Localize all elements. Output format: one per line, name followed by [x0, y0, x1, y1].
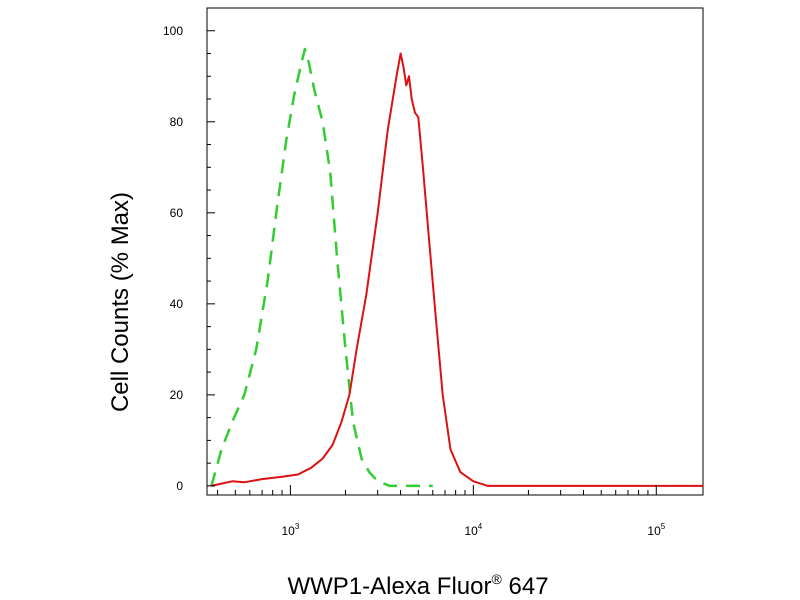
y-tick-label: 0 [176, 479, 183, 493]
series-layer [210, 47, 703, 488]
plot-area [206, 7, 704, 496]
x-axis-title-main: WWP1-Alexa Fluor [287, 573, 491, 600]
y-tick-label: 100 [163, 24, 183, 38]
x-axis-title-suffix: 647 [502, 573, 549, 600]
x-axis-title: WWP1-Alexa Fluor® 647 [287, 571, 548, 600]
series-line-1 [210, 47, 433, 488]
series-line-2 [211, 52, 703, 487]
y-axis-title: Cell Counts (% Max) [107, 192, 134, 412]
y-tick-label: 40 [170, 297, 184, 311]
x-tick-label: 105 [647, 522, 665, 538]
x-axis-title-registered-mark: ® [492, 571, 503, 587]
y-tick-label: 80 [170, 115, 184, 129]
x-tick-label: 103 [282, 522, 300, 538]
x-axis: 103 104 105 [217, 485, 666, 538]
y-axis: 0 20 40 60 80 100 [163, 24, 215, 493]
plot-frame [206, 7, 704, 496]
y-tick-label: 60 [170, 206, 184, 220]
y-tick-label: 20 [170, 388, 184, 402]
x-tick-label: 104 [464, 522, 482, 538]
